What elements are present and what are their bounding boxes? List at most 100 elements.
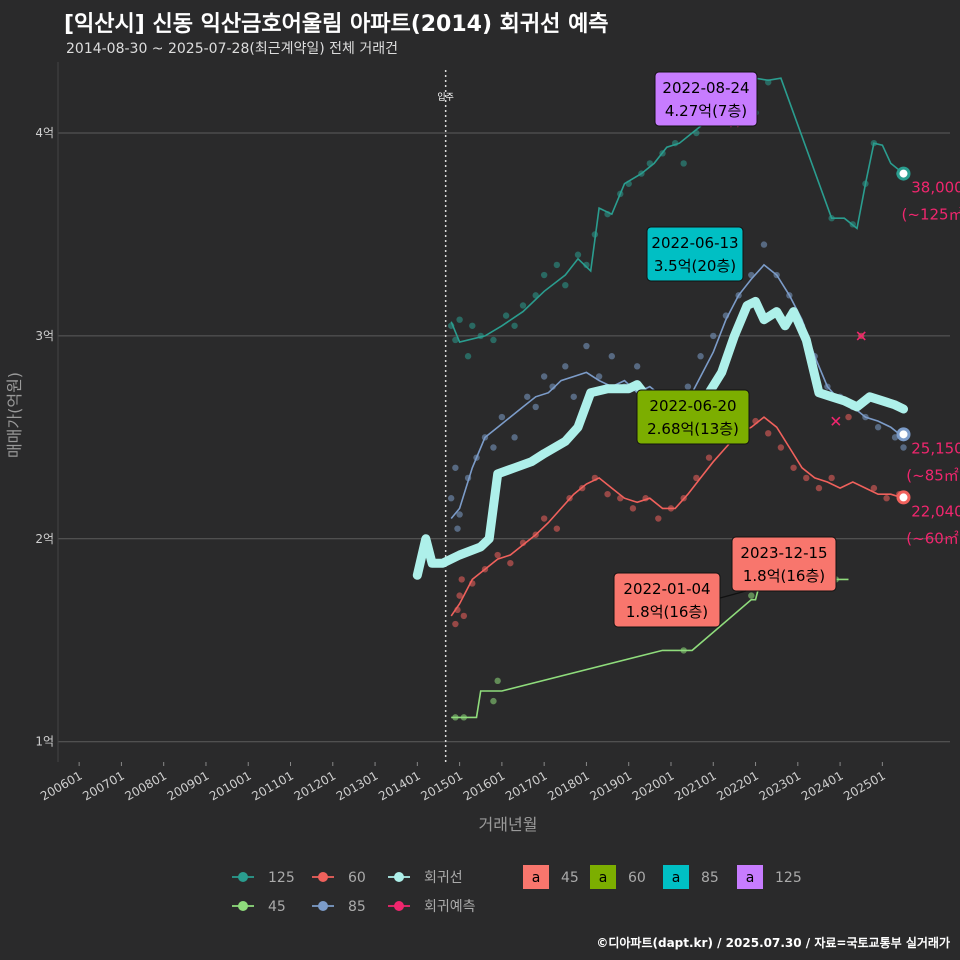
x-tick-label: 202501 [841, 768, 888, 803]
legend-label: 45 [268, 899, 286, 915]
move-in-marker: 입주 [437, 70, 454, 762]
point-125 [464, 353, 472, 360]
annotation-box [613, 572, 721, 628]
point-85 [511, 434, 518, 441]
x-tick-label: 200701 [80, 768, 127, 803]
end-value-60: 22,040 [911, 502, 960, 520]
legend-dot [238, 901, 248, 911]
point-60 [803, 474, 810, 482]
point-60 [828, 474, 835, 482]
annotation-value: 1.8억(16층) [743, 567, 825, 585]
point-125 [502, 312, 510, 319]
legend-dot [394, 901, 404, 911]
point-60 [705, 454, 713, 461]
point-60 [845, 413, 852, 421]
point-125 [680, 160, 687, 167]
x-tick-label: 201101 [249, 768, 296, 803]
point-85 [490, 444, 497, 451]
y-tick-label: 3억 [35, 329, 54, 343]
point-45 [490, 697, 497, 705]
point-85 [595, 373, 603, 380]
point-60 [604, 490, 611, 498]
point-60 [883, 495, 890, 502]
legend-box-glyph: a [599, 870, 608, 886]
point-60 [553, 525, 561, 532]
point-60 [790, 464, 797, 471]
point-85 [760, 241, 768, 248]
annotation-box [636, 389, 750, 445]
end-point-85 [896, 427, 911, 442]
legend-dot [318, 901, 328, 911]
annotation-date: 2022-01-04 [623, 580, 710, 598]
annotations: 2022-08-24 4.27억(7층) 2022-06-133.5억(20층) 20… [613, 71, 837, 628]
point-60 [540, 515, 548, 522]
y-axis-label: 매매가(억원) [5, 372, 24, 458]
legend-box-label: 125 [775, 870, 802, 886]
point-60 [655, 515, 662, 522]
point-85 [562, 363, 569, 370]
point-60 [494, 551, 501, 559]
legend-box-label: 45 [561, 870, 579, 886]
legend-label: 125 [268, 870, 295, 886]
point-85 [697, 353, 704, 360]
x-tick-label: 201601 [461, 768, 508, 803]
annotation-value: 3.5억(20층) [654, 257, 736, 275]
point-125 [469, 322, 476, 329]
point-60 [777, 444, 785, 451]
point-60 [507, 559, 514, 567]
point-85 [454, 525, 461, 532]
annotation-box [654, 71, 758, 127]
annotation: 2023-12-15 1.8억(16층) [731, 536, 837, 592]
point-85 [498, 413, 506, 421]
point-60 [870, 484, 878, 492]
x-tick-label: 202001 [630, 768, 677, 803]
legend-box-key [737, 865, 763, 889]
point-125 [456, 316, 463, 323]
annotation-value: 4.27억(7층) [665, 102, 747, 120]
end-point-125 [896, 166, 911, 181]
legend-label: 회귀예측 [424, 899, 476, 915]
end-area-60: (~60㎡) [906, 529, 960, 547]
point-85 [570, 393, 577, 400]
point-85 [447, 495, 455, 502]
point-85 [900, 444, 907, 451]
legend-dot [318, 872, 328, 882]
legend-box-glyph: a [672, 870, 681, 886]
annotation: 2022-06-13 3.5억(20층) [646, 226, 744, 282]
y-axis-ticks: 1억 2억 3억 4억 [35, 126, 54, 749]
legend-label: 60 [348, 870, 366, 886]
grid-lines [57, 62, 950, 762]
annotation-date: 2022-08-24 [662, 79, 749, 97]
point-85 [456, 511, 463, 518]
annotation: 2022-06-20 2.68억(13층) [636, 389, 750, 445]
y-tick-label: 1억 [35, 735, 54, 749]
source-caption: ©디아파트(dapt.kr) / 2025.07.30 / 자료=국토교통부 실… [596, 936, 950, 950]
point-85 [452, 464, 459, 471]
point-85 [583, 342, 590, 350]
y-tick-label: 2억 [35, 532, 54, 546]
x-tick-label: 201701 [503, 768, 550, 803]
legend-box-key [523, 865, 549, 889]
point-125 [562, 281, 569, 289]
forecast-marker [831, 416, 841, 426]
point-45 [748, 592, 755, 599]
legend-box-key [590, 865, 616, 889]
x-tick-label: 200901 [165, 768, 212, 803]
x-tick-label: 202401 [799, 768, 846, 803]
point-85 [874, 424, 882, 431]
legend-box-label: 60 [628, 870, 646, 886]
x-tick-label: 202301 [757, 768, 804, 803]
annotation-pointer [719, 590, 747, 599]
series-line-60 [450, 416, 904, 617]
point-125 [519, 302, 527, 309]
point-85 [540, 373, 548, 380]
legend-label: 회귀선 [424, 870, 463, 886]
point-125 [540, 271, 548, 279]
point-45 [494, 677, 501, 685]
chart-title: [익산시] 신동 익산금호어울림 아파트(2014) 회귀선 예측 [64, 12, 609, 37]
x-tick-label: 202201 [714, 768, 761, 803]
point-85 [633, 363, 641, 370]
x-tick-label: 200601 [38, 768, 85, 803]
point-85 [608, 353, 616, 360]
